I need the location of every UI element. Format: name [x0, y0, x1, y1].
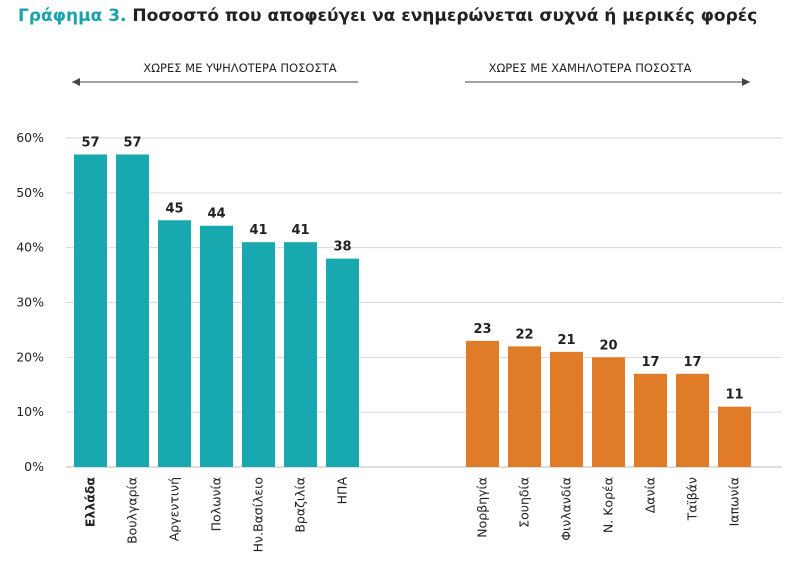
bar — [718, 406, 751, 467]
category-label: ΗΠΑ — [335, 477, 350, 505]
category-label: Ην.Βασίλειο — [251, 477, 266, 552]
value-labels: 57 57 45 44 41 41 38 23 22 21 20 17 17 11 — [81, 135, 743, 402]
category-label: Ν. Κορέα — [601, 477, 616, 533]
y-tick-label: 10% — [16, 404, 44, 419]
bar — [326, 258, 359, 467]
bar — [592, 357, 625, 467]
bar — [284, 242, 317, 467]
bar-value-label: 22 — [515, 327, 533, 342]
chart-title: Γράφημα 3. Ποσοστό που αποφεύγει να ενημ… — [18, 6, 757, 26]
y-tick-label: 60% — [16, 130, 44, 145]
bar-value-label: 11 — [725, 388, 743, 403]
bar-value-label: 57 — [81, 135, 99, 150]
category-label: Ελλάδα — [83, 477, 98, 528]
bar-value-label: 38 — [333, 240, 351, 255]
category-label: Ιαπωνία — [727, 477, 742, 526]
bar — [242, 242, 275, 467]
bar — [116, 154, 149, 467]
category-label: Σουηδία — [517, 477, 532, 528]
category-label: Βραζιλία — [293, 477, 308, 533]
bar-value-label: 23 — [473, 322, 491, 337]
bar — [200, 225, 233, 467]
y-tick-label: 0% — [24, 459, 44, 474]
bar-value-label: 41 — [249, 223, 267, 238]
category-label: Βουλγαρία — [125, 477, 140, 544]
bar — [508, 346, 541, 467]
bar-value-label: 20 — [599, 338, 617, 353]
category-label: Αργεντινή — [167, 477, 182, 541]
category-labels: Ελλάδα Βουλγαρία Αργεντινή Πολωνία Ην.Βασίλε… — [83, 477, 742, 553]
bar — [676, 373, 709, 467]
bar — [158, 220, 191, 467]
y-tick-label: 40% — [16, 240, 44, 255]
category-label: Νορβηγία — [475, 477, 490, 538]
bar-value-label: 44 — [207, 207, 225, 222]
bar-value-label: 45 — [165, 201, 183, 216]
category-label: Πολωνία — [209, 477, 224, 531]
chart-title-prefix: Γράφημα 3. — [18, 6, 127, 26]
bar-value-label: 41 — [291, 223, 309, 238]
low-section-label: ΧΩΡΕΣ ΜΕ ΧΑΜΗΛΟΤΕΡΑ ΠΟΣΟΣΤΑ — [489, 61, 692, 75]
bar — [466, 340, 499, 467]
bars — [74, 154, 751, 467]
y-tick-label: 20% — [16, 349, 44, 364]
chart-title-text: Ποσοστό που αποφεύγει να ενημερώνεται συ… — [132, 6, 758, 26]
low-section-arrow-head — [742, 78, 750, 86]
category-label: Ταϊβάν — [685, 477, 700, 521]
y-tick-label: 30% — [16, 295, 44, 310]
bar-value-label: 17 — [683, 355, 701, 370]
y-tick-label: 50% — [16, 185, 44, 200]
high-section-arrow-head — [72, 78, 80, 86]
category-label: Φινλανδία — [559, 477, 574, 541]
bar — [550, 351, 583, 467]
bar-value-label: 21 — [557, 333, 575, 348]
y-axis-ticks: 0% 10% 20% 30% 40% 50% 60% — [16, 130, 44, 474]
bar-value-label: 57 — [123, 135, 141, 150]
high-section-label: ΧΩΡΕΣ ΜΕ ΥΨΗΛΟΤΕΡΑ ΠΟΣΟΣΤΑ — [143, 61, 336, 75]
category-label: Δανία — [643, 477, 658, 513]
bar-value-label: 17 — [641, 355, 659, 370]
bar — [634, 373, 667, 467]
bar — [74, 154, 107, 467]
